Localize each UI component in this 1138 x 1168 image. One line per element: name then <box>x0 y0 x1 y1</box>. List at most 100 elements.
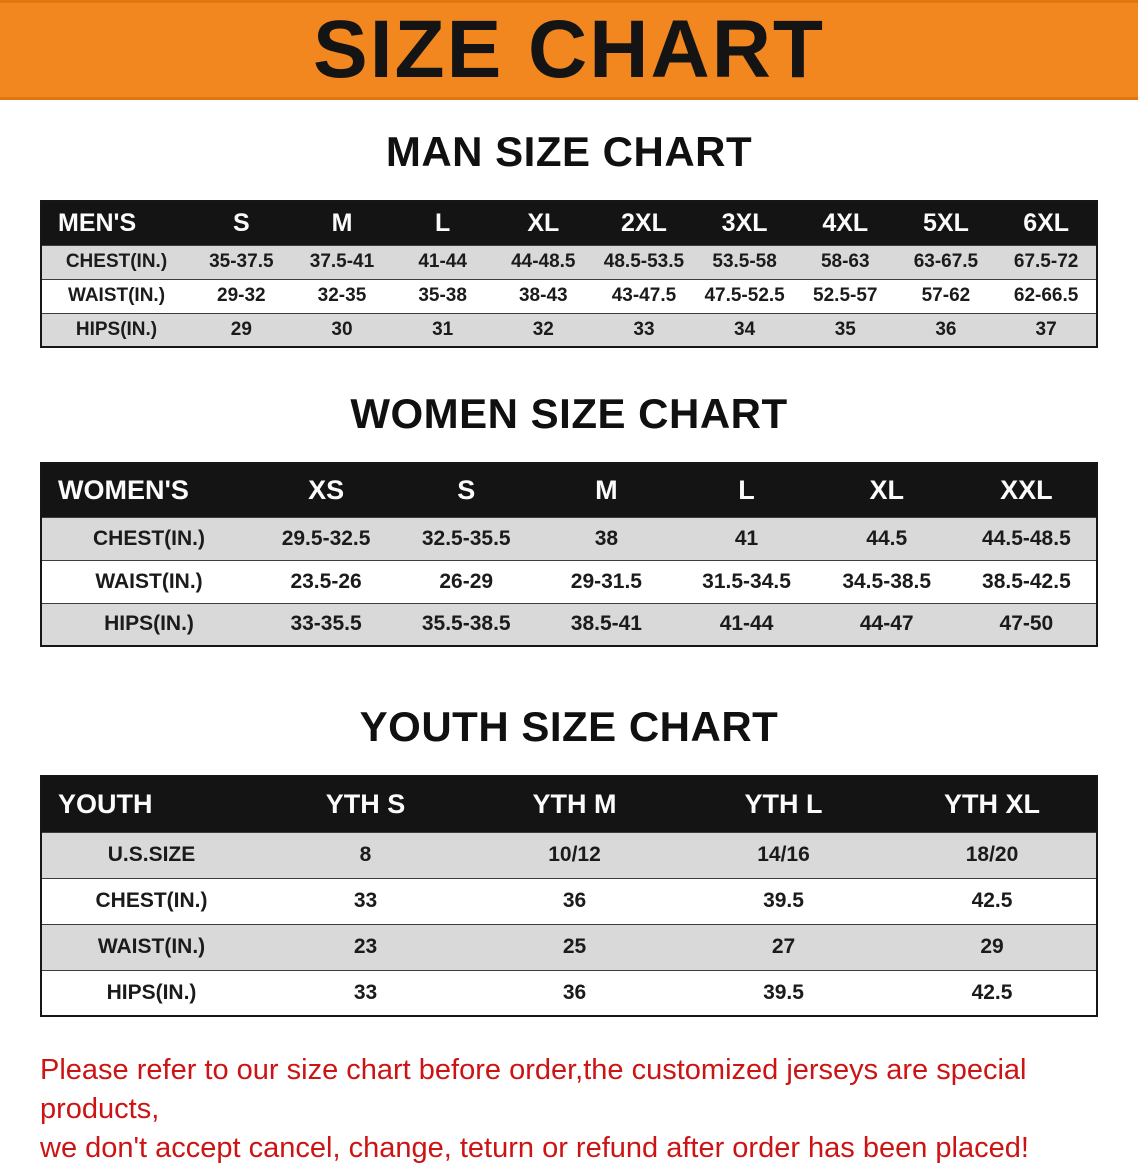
size-value: 63-67.5 <box>895 244 997 279</box>
size-value: 18/20 <box>888 831 1097 878</box>
size-value: 58-63 <box>794 244 896 279</box>
size-value: 23 <box>261 923 470 970</box>
men-section-heading: MAN SIZE CHART <box>385 128 753 175</box>
size-value: 38 <box>536 516 677 560</box>
size-value: 42.5 <box>888 877 1097 924</box>
women-section: WOMEN SIZE CHART WOMEN'S XS S M L XL XXL… <box>0 390 1138 647</box>
size-value: 25 <box>470 923 679 970</box>
size-value: 44-48.5 <box>492 244 594 279</box>
youth-waist-row: WAIST(IN.) 23 25 27 29 <box>41 923 1097 970</box>
size-value: 36 <box>470 969 679 1016</box>
row-label: WAIST(IN.) <box>41 923 261 970</box>
size-col-header: M <box>536 463 677 517</box>
women-size-table: WOMEN'S XS S M L XL XXL CHEST(IN.) 29.5-… <box>40 462 1098 647</box>
youth-ussize-row: U.S.SIZE 8 10/12 14/16 18/20 <box>41 831 1097 878</box>
size-value: 26-29 <box>396 559 537 603</box>
size-value: 57-62 <box>895 278 997 313</box>
row-label: U.S.SIZE <box>41 831 261 878</box>
size-value: 35-37.5 <box>191 244 292 279</box>
size-value: 42.5 <box>888 969 1097 1016</box>
size-value: 62-66.5 <box>996 278 1097 313</box>
size-col-header: 3XL <box>694 201 795 245</box>
women-section-heading: WOMEN SIZE CHART <box>350 390 788 437</box>
size-col-header: 6XL <box>996 201 1097 245</box>
size-value: 38.5-42.5 <box>956 559 1097 603</box>
row-label: CHEST(IN.) <box>41 244 191 279</box>
size-col-header: YTH L <box>679 776 888 832</box>
size-value: 30 <box>291 312 393 347</box>
size-col-header: XXL <box>956 463 1097 517</box>
youth-hips-row: HIPS(IN.) 33 36 39.5 42.5 <box>41 969 1097 1016</box>
size-value: 47-50 <box>956 602 1097 646</box>
row-label: HIPS(IN.) <box>41 969 261 1016</box>
disclaimer: Please refer to our size chart before or… <box>40 1051 1108 1168</box>
size-value: 29 <box>191 312 292 347</box>
size-value: 38-43 <box>492 278 594 313</box>
size-value: 32-35 <box>291 278 393 313</box>
size-value: 37.5-41 <box>291 244 393 279</box>
row-label: HIPS(IN.) <box>41 312 191 347</box>
size-value: 32 <box>492 312 594 347</box>
size-value: 32.5-35.5 <box>396 516 537 560</box>
size-col-header: 2XL <box>593 201 695 245</box>
youth-section: YOUTH SIZE CHART YOUTH YTH S YTH M YTH L… <box>0 703 1138 1017</box>
size-value: 33 <box>593 312 695 347</box>
disclaimer-line-1: Please refer to our size chart before or… <box>40 1054 1027 1126</box>
size-value: 41-44 <box>392 244 493 279</box>
women-hips-row: HIPS(IN.) 33-35.5 35.5-38.5 38.5-41 41-4… <box>41 602 1097 646</box>
size-col-header: XL <box>816 463 957 517</box>
row-label: CHEST(IN.) <box>41 877 261 924</box>
youth-header-row: YOUTH YTH S YTH M YTH L YTH XL <box>41 776 1097 832</box>
size-col-header: XL <box>492 201 594 245</box>
size-value: 34.5-38.5 <box>816 559 957 603</box>
size-value: 41-44 <box>676 602 817 646</box>
men-chest-row: CHEST(IN.) 35-37.5 37.5-41 41-44 44-48.5… <box>41 244 1097 279</box>
men-section: MAN SIZE CHART MEN'S S M L XL 2XL 3XL 4X… <box>0 128 1138 348</box>
size-col-header: S <box>191 201 292 245</box>
size-value: 35-38 <box>392 278 493 313</box>
size-col-header: S <box>396 463 537 517</box>
size-col-header: M <box>291 201 393 245</box>
size-col-header: YTH S <box>261 776 470 832</box>
size-col-header: 5XL <box>895 201 997 245</box>
size-value: 33 <box>261 969 470 1016</box>
men-size-table: MEN'S S M L XL 2XL 3XL 4XL 5XL 6XL CHEST… <box>40 200 1098 348</box>
youth-section-heading: YOUTH SIZE CHART <box>359 703 779 750</box>
size-value: 33-35.5 <box>256 602 397 646</box>
size-value: 10/12 <box>470 831 679 878</box>
youth-size-table: YOUTH YTH S YTH M YTH L YTH XL U.S.SIZE … <box>40 775 1098 1017</box>
size-value: 27 <box>679 923 888 970</box>
size-value: 35 <box>794 312 896 347</box>
disclaimer-line-2: we don't accept cancel, change, teturn o… <box>40 1132 1029 1165</box>
size-value: 31.5-34.5 <box>676 559 817 603</box>
size-value: 29-32 <box>191 278 292 313</box>
size-value: 31 <box>392 312 493 347</box>
women-waist-row: WAIST(IN.) 23.5-26 26-29 29-31.5 31.5-34… <box>41 559 1097 603</box>
size-value: 36 <box>470 877 679 924</box>
size-value: 34 <box>694 312 795 347</box>
row-label: CHEST(IN.) <box>41 516 256 560</box>
row-label: WAIST(IN.) <box>41 559 256 603</box>
size-value: 39.5 <box>679 969 888 1016</box>
size-value: 44.5-48.5 <box>956 516 1097 560</box>
size-value: 52.5-57 <box>794 278 896 313</box>
size-value: 35.5-38.5 <box>396 602 537 646</box>
size-value: 36 <box>895 312 997 347</box>
row-label: WAIST(IN.) <box>41 278 191 313</box>
size-col-header: YTH M <box>470 776 679 832</box>
size-col-header: XS <box>256 463 397 517</box>
size-value: 14/16 <box>679 831 888 878</box>
size-value: 33 <box>261 877 470 924</box>
size-value: 44-47 <box>816 602 957 646</box>
size-value: 44.5 <box>816 516 957 560</box>
size-value: 41 <box>676 516 817 560</box>
women-table-title: WOMEN'S <box>41 463 256 517</box>
row-label: HIPS(IN.) <box>41 602 256 646</box>
size-value: 53.5-58 <box>694 244 795 279</box>
size-value: 37 <box>996 312 1097 347</box>
size-value: 38.5-41 <box>536 602 677 646</box>
size-col-header: L <box>392 201 493 245</box>
size-value: 43-47.5 <box>593 278 695 313</box>
men-hips-row: HIPS(IN.) 29 30 31 32 33 34 35 36 37 <box>41 312 1097 347</box>
